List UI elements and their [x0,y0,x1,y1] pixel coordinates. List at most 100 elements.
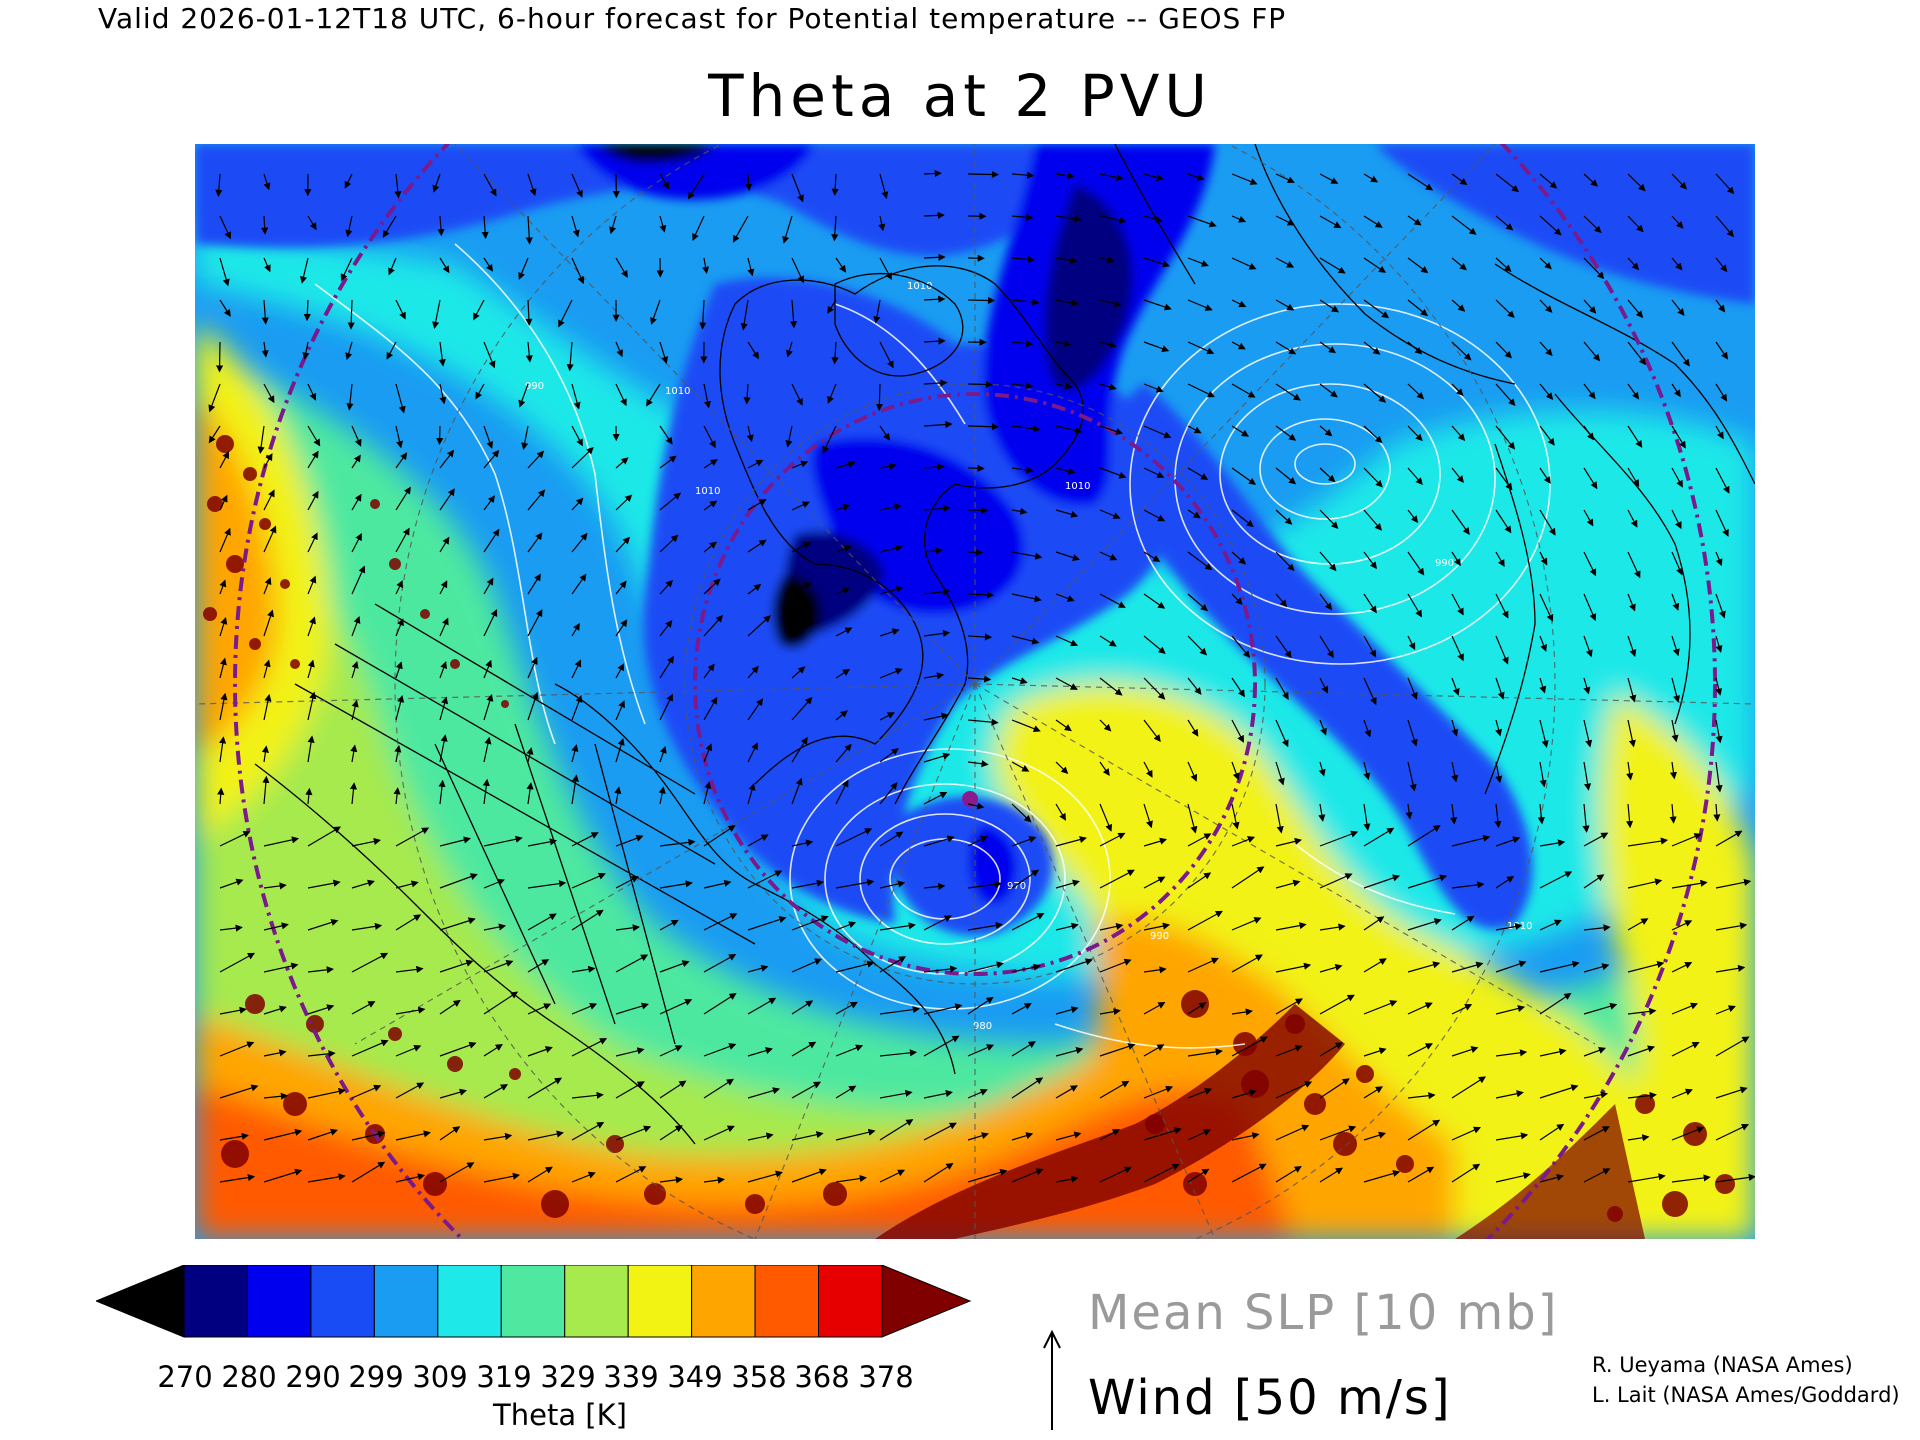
wind-arrow [1231,509,1254,528]
wind-arrow [1495,635,1509,665]
wind-arrow [1055,635,1079,647]
wind-arrow [439,836,471,847]
wind-arrow [439,488,455,511]
wind-arrow [1715,964,1746,973]
wind-arrow [1143,341,1170,353]
wind-arrow [1671,1174,1711,1183]
wind-arrow [967,464,985,472]
wind-arrow [566,341,574,372]
wind-arrow [1539,839,1566,847]
wind-arrow [879,257,892,281]
wind-arrow [571,497,584,511]
wind-arrow [1495,593,1509,619]
wind-arrow [1143,509,1166,522]
wind-arrow [347,299,355,330]
wind-arrow [1319,830,1359,847]
wind-arrow [1671,962,1693,973]
wind-arrow [1363,383,1387,403]
wind-arrow [1011,298,1040,306]
wind-arrow [1187,425,1202,434]
wind-arrow [1143,467,1165,478]
wind-arrow [1143,803,1153,829]
wind-arrow [1583,299,1597,314]
wind-arrow [351,1001,376,1015]
wind-arrow [923,915,952,931]
wind-arrow [483,835,523,847]
wind-arrow [1231,173,1258,185]
wind-arrow [835,587,851,595]
wind-arrow [791,501,810,511]
wind-arrow [791,257,805,284]
wind-arrow [1407,257,1429,274]
wind-arrow [1055,677,1078,690]
wind-arrow [1187,299,1213,311]
wind-arrow [307,383,317,401]
wind-arrow [483,495,496,511]
wind-arrow [1055,836,1087,847]
colorbar-cell [310,1265,375,1338]
wind-arrow [307,966,334,974]
wind-arrow [879,712,895,721]
wind-arrow [879,880,906,889]
wind-arrow [1539,173,1558,189]
wind-arrow [1495,551,1505,568]
wind-arrow [923,629,951,637]
wind-arrow [1451,257,1468,271]
wind-arrow [1055,879,1080,889]
wind-arrow [923,1089,953,1099]
wind-arrow [395,1006,426,1015]
wind-arrow [1099,719,1112,732]
wind-arrow [1231,341,1246,350]
slp-label: 990 [1435,558,1454,569]
wind-arrow [1583,761,1592,791]
wind-arrow [827,299,837,314]
wind-arrow [923,337,946,345]
wind-arrow [351,533,362,553]
wind-arrow [1583,215,1602,234]
wind-arrow [1275,257,1295,268]
slp-legend: Mean SLP [10 mb] [1088,1285,1559,1341]
wind-arrow [1187,761,1198,782]
wind-arrow [307,826,342,847]
wind-arrow [1451,881,1485,889]
wind-arrow [1451,341,1472,361]
wind-arrow [571,215,580,238]
wind-arrow [527,1130,564,1141]
wind-arrow [1011,466,1034,474]
wind-arrow [1539,551,1548,566]
wind-arrow [1583,341,1601,362]
wind-arrow [1627,593,1636,612]
wind-arrow [1451,635,1464,662]
wind-arrow [923,835,955,847]
credits: R. Ueyama (NASA Ames) L. Lait (NASA Ames… [1592,1350,1900,1410]
wind-arrow [263,1005,287,1015]
wind-arrow [703,879,732,889]
wind-arrow [879,831,904,847]
wind-arrow [831,215,839,242]
wind-arrow [703,663,715,679]
colorbar-tick: 290 [285,1360,341,1394]
wind-arrow [1451,1046,1479,1057]
wind-arrow [1539,383,1554,401]
wind-arrow [1319,173,1339,184]
wind-arrow [659,341,669,364]
wind-arrow [1319,994,1355,1015]
wind-arrow [261,215,269,235]
wind-arrow [703,993,737,1015]
wind-arrow [923,253,946,261]
wind-arrow [439,257,450,274]
wind-arrow [1407,1166,1435,1183]
wind-arrow [878,215,886,232]
wind-arrow [351,425,362,447]
colorbar-tick: 270 [157,1360,213,1394]
wind-arrow [879,425,891,441]
wind-arrow [615,834,644,847]
wind-arrow [483,449,500,469]
wind-arrow [483,341,496,369]
wind-arrow [1407,961,1441,973]
wind-arrow [1407,1002,1433,1015]
wind-arrow [615,954,649,973]
wind-arrow [747,583,762,595]
wind-arrow [1275,1081,1313,1099]
wind-arrow [1363,1047,1387,1057]
